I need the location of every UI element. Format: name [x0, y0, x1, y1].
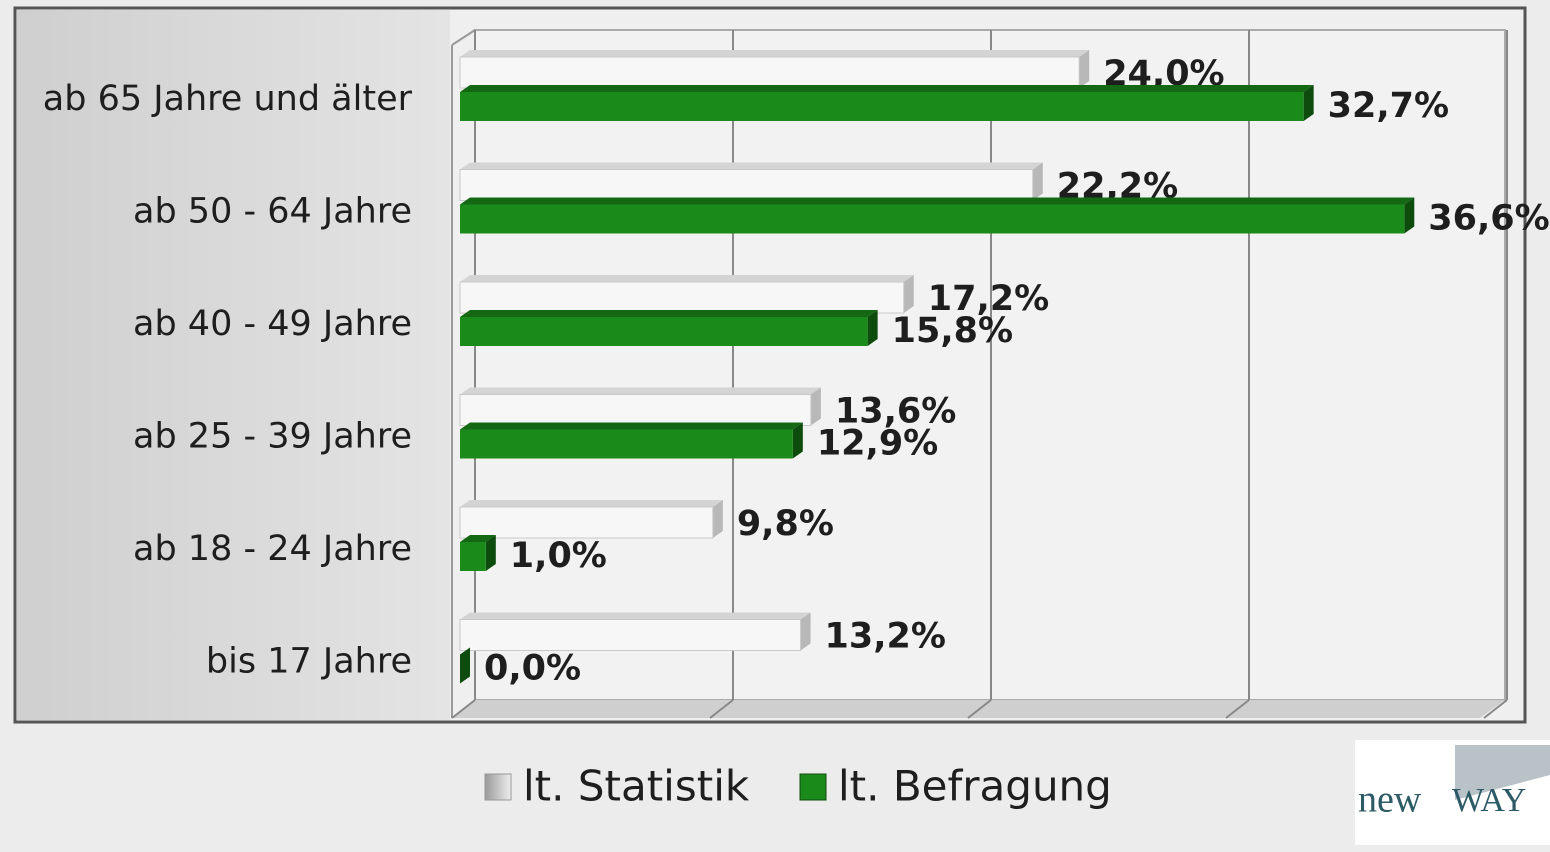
category-label: ab 40 - 49 Jahre — [133, 304, 412, 344]
bar — [460, 647, 470, 684]
bar — [459, 612, 811, 651]
value-label: 36,6% — [1428, 199, 1549, 239]
bar — [459, 162, 1043, 201]
grid-floor — [1225, 699, 1250, 719]
value-label: 13,6% — [835, 392, 956, 432]
bar — [460, 197, 1415, 234]
bar — [459, 387, 821, 426]
category-label: ab 65 Jahre und älter — [43, 79, 413, 119]
bar-face — [460, 275, 914, 282]
value-label: 32,7% — [1328, 86, 1449, 126]
bar-face — [867, 310, 878, 346]
legend-label: lt. Befragung — [838, 762, 1112, 811]
category-label: ab 50 - 64 Jahre — [133, 192, 412, 232]
bar-face — [459, 506, 714, 539]
bar — [460, 422, 803, 459]
bar-face — [459, 56, 1080, 89]
value-label: 13,2% — [825, 617, 946, 657]
bar-face — [460, 422, 803, 430]
bar-face — [459, 394, 812, 426]
value-label: 12,9% — [817, 424, 938, 464]
grid-floor — [709, 699, 734, 719]
bar — [460, 535, 496, 571]
bar-face — [460, 535, 496, 542]
legend-swatch — [484, 773, 512, 801]
bar-face — [460, 85, 1314, 92]
bar-face — [459, 169, 1034, 201]
bar-face — [459, 281, 905, 314]
grid-floor — [451, 699, 476, 719]
bar — [460, 310, 878, 346]
bar — [460, 85, 1314, 121]
bar-face — [485, 535, 496, 571]
bar-face — [460, 50, 1090, 57]
bar-face — [460, 387, 821, 395]
legend-swatch — [799, 773, 827, 801]
legend-label: lt. Statistik — [523, 762, 750, 811]
category-label: bis 17 Jahre — [206, 642, 412, 682]
bar-face — [460, 542, 486, 571]
bar-face — [903, 275, 914, 313]
value-label: 0,0% — [484, 649, 581, 689]
bar-face — [460, 612, 811, 620]
value-label: 15,8% — [892, 311, 1013, 351]
bar-face — [810, 387, 821, 426]
logo-shape — [1455, 745, 1550, 800]
value-label: 1,0% — [510, 536, 607, 576]
bar-face — [460, 310, 878, 317]
bar-face — [1404, 197, 1415, 234]
label-panel — [17, 10, 450, 720]
bar-face — [460, 500, 723, 507]
category-label: ab 25 - 39 Jahre — [133, 417, 412, 457]
grid-floor — [967, 699, 992, 719]
bar-face — [792, 422, 803, 459]
bar-face — [460, 197, 1415, 205]
bar-face — [460, 317, 868, 346]
bar — [459, 50, 1090, 89]
bar-face — [460, 647, 470, 684]
grid-floor — [1483, 699, 1508, 719]
bar-face — [459, 619, 802, 651]
logo-text: WAY — [1452, 782, 1526, 819]
bar-face — [1079, 50, 1090, 88]
bar-face — [1303, 85, 1314, 121]
value-label: 17,2% — [928, 279, 1049, 319]
category-label: ab 18 - 24 Jahre — [133, 529, 412, 569]
bar-face — [460, 92, 1304, 121]
logo-text: new — [1358, 779, 1422, 821]
bar-face — [800, 612, 811, 651]
bar-face — [1032, 162, 1043, 201]
bar-face — [460, 204, 1405, 234]
bar — [459, 500, 723, 539]
bar — [459, 275, 914, 314]
bar-face — [712, 500, 723, 538]
bar-face — [460, 162, 1043, 170]
bar-face — [460, 429, 793, 459]
value-label: 9,8% — [737, 504, 834, 544]
axis-edge — [451, 29, 476, 46]
